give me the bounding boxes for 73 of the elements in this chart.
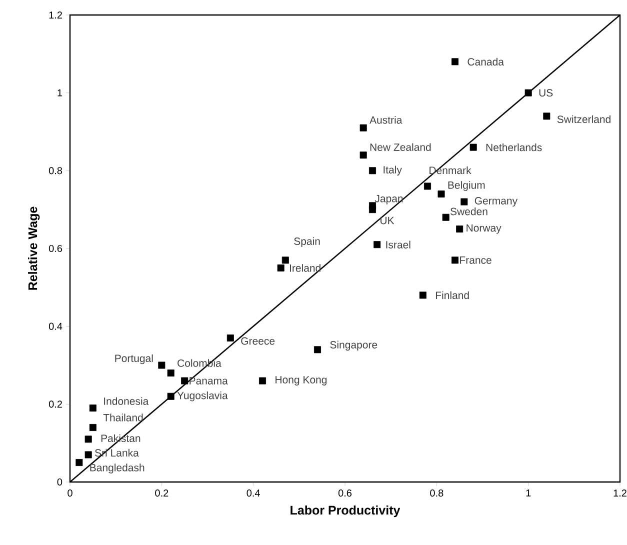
point — [181, 377, 188, 384]
annotation: UK — [380, 216, 394, 224]
y-tick-label: 0 — [57, 478, 62, 486]
y-tick-label: 0.2 — [48, 400, 62, 408]
annotation: Germany — [474, 197, 518, 207]
point — [470, 144, 477, 151]
point — [226, 334, 234, 342]
annotation: Finland — [436, 291, 469, 300]
annotation: Sweden — [450, 208, 488, 216]
annotation: Norway — [466, 224, 502, 234]
annotation: Japan — [374, 194, 403, 204]
x-tick-label: 0.4 — [246, 490, 260, 497]
annotation: Indonesia — [104, 397, 149, 405]
point — [282, 256, 289, 264]
annotation: Spain — [294, 237, 320, 248]
point — [167, 392, 174, 400]
y-tick-label: 0.4 — [48, 322, 62, 330]
point — [314, 346, 322, 354]
point — [84, 436, 92, 443]
point — [524, 89, 532, 96]
annotation: Hong Kong — [276, 376, 327, 386]
x-tick-label: 0.2 — [155, 490, 168, 497]
y-axis-title: Relative Wage — [28, 206, 40, 290]
annotation: Yugoslavia — [177, 391, 228, 402]
annotation: Panama — [190, 377, 228, 384]
point — [438, 190, 445, 198]
point — [424, 182, 431, 190]
point — [442, 214, 450, 221]
x-tick-label: 1.2 — [614, 490, 626, 496]
annotation: Thailand — [103, 414, 143, 422]
point — [419, 292, 426, 299]
point — [360, 152, 367, 159]
annotation: Austria — [370, 116, 402, 124]
point — [374, 241, 381, 248]
y-tick-label: 1.2 — [49, 12, 62, 18]
point — [369, 206, 376, 214]
annotation: Switzerland — [557, 115, 610, 124]
annotation: Belgium — [448, 181, 485, 191]
annotation: Bangledash — [90, 464, 144, 474]
point — [158, 362, 166, 369]
y-tick-label: 0.6 — [48, 244, 62, 252]
annotation: France — [460, 256, 492, 264]
x-tick-label: 0.6 — [338, 490, 352, 497]
annotation: Greece — [241, 337, 275, 345]
annotation: Netherlands — [486, 143, 542, 152]
x-axis-title: Labor Productivity — [290, 505, 400, 518]
point — [84, 451, 92, 458]
point — [369, 167, 376, 174]
annotation: US — [539, 89, 553, 97]
point — [543, 112, 550, 120]
annotation: Singapore — [330, 340, 378, 351]
point — [277, 264, 284, 272]
annotation: Italy — [384, 166, 402, 176]
point — [360, 124, 367, 132]
annotation: Portugal — [115, 354, 153, 364]
point — [89, 404, 96, 412]
annotation: Israel — [386, 240, 410, 248]
point — [76, 459, 83, 466]
point — [167, 370, 174, 377]
x-tick-label: 0 — [68, 490, 72, 497]
point — [452, 256, 458, 264]
y-tick-label: 0.8 — [48, 167, 62, 174]
point — [89, 424, 96, 432]
annotation: Canada — [468, 58, 504, 66]
point — [452, 58, 458, 66]
annotation: Ireland — [290, 264, 320, 272]
point — [259, 377, 266, 384]
x-tick-label: 1 — [526, 490, 531, 496]
annotation: New Zealand — [370, 143, 431, 151]
point — [460, 198, 468, 206]
y-tick-label: 1 — [58, 89, 62, 96]
x-tick-label: 0.8 — [430, 490, 444, 497]
point — [456, 226, 464, 233]
